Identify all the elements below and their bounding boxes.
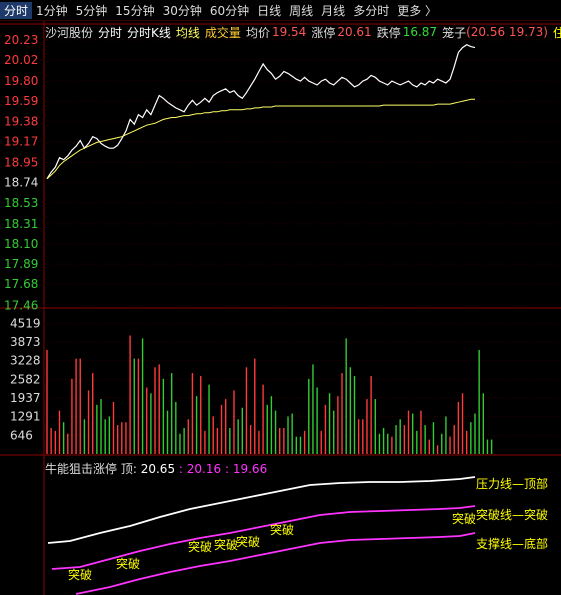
price-tick-2: 19.80: [4, 74, 38, 88]
tab-7[interactable]: 周线: [289, 3, 314, 18]
volume-tick-2: 3228: [10, 354, 41, 368]
price-tick-4: 19.38: [4, 114, 38, 128]
indicator-mid-value: 20.16: [186, 462, 222, 476]
volume-tick-0: 4519: [10, 316, 41, 330]
tab-10[interactable]: 更多 〉: [397, 3, 438, 18]
avg-price-label: 均价: [245, 25, 270, 40]
price-tick-13: 17.46: [4, 298, 38, 312]
breakout-marker-0: 突破: [68, 567, 92, 582]
price-tick-9: 18.31: [4, 217, 38, 231]
indicator-sep-2: :: [224, 462, 230, 476]
mode-timeshare-kline[interactable]: 分时K线: [127, 25, 171, 40]
tab-3[interactable]: 15分钟: [115, 3, 155, 18]
indicator-top-value: 20.65: [140, 462, 176, 476]
period-tabs: 分时 1分钟 5分钟 15分钟 30分钟 60分钟 日线 周线 月线 多分时 更多 〉: [0, 0, 561, 21]
breakout-line: [51, 505, 476, 570]
price-tick-10: 18.10: [4, 237, 38, 251]
cage-label: 笼子: [442, 25, 467, 40]
indicator-name[interactable]: 牛能狙击涨停: [45, 462, 118, 476]
annotation-pressure: 压力线—顶部: [476, 476, 548, 491]
breakout-marker-4: 突破: [236, 534, 260, 549]
limit-down-label: 跌停: [376, 25, 401, 40]
stock-name: 沙河股份: [45, 25, 94, 40]
avg-line-toggle[interactable]: 均线: [175, 25, 200, 40]
sector-tag[interactable]: 住宅开: [552, 25, 561, 40]
annotation-breakout-line: 突破线—突破: [476, 507, 548, 522]
breakout-marker-1: 突破: [116, 556, 140, 571]
price-tick-8: 18.53: [4, 196, 38, 210]
tab-1[interactable]: 1分钟: [36, 3, 68, 18]
tab-5[interactable]: 60分钟: [209, 3, 250, 18]
annotation-support: 支撑线—底部: [476, 536, 548, 551]
price-tick-7: 18.74: [4, 176, 38, 190]
tab-0[interactable]: 分时: [0, 1, 33, 19]
volume-tick-4: 1937: [10, 391, 41, 405]
intraday-chart: 20.23 20.02 19.80 19.59 19.38 19.17 18.95 18.74…: [0, 21, 561, 595]
volume-toggle[interactable]: 成交量: [204, 25, 241, 40]
breakout-marker-5: 突破: [270, 522, 294, 537]
tab-6[interactable]: 日线: [257, 3, 282, 18]
tab-8[interactable]: 月线: [321, 3, 346, 18]
volume-tick-6: 646: [10, 428, 33, 442]
volume-tick-1: 3873: [10, 335, 41, 349]
quote-info-bar: 沙河股份 分时 分时K线 均线 成交量 均价 19.54 涨停 20.61 跌停…: [45, 23, 561, 41]
price-line: [46, 44, 476, 180]
indicator-sep-1: :: [178, 462, 183, 476]
limit-up-label: 涨停: [311, 25, 336, 40]
tab-9[interactable]: 多分时: [353, 3, 390, 18]
tab-4[interactable]: 30分钟: [162, 3, 202, 18]
price-tick-11: 17.89: [4, 257, 38, 271]
avg-price-line: [46, 98, 475, 180]
breakout-marker-6: 突破: [452, 511, 476, 526]
pressure-line: [47, 476, 476, 544]
limit-up-value: 20.61: [337, 25, 372, 39]
volume-tick-3: 2582: [10, 372, 41, 386]
indicator-top-label: 顶:: [120, 462, 137, 476]
breakout-marker-2: 突破: [188, 539, 212, 554]
limit-down-value: 16.87: [402, 25, 438, 39]
price-tick-1: 20.02: [4, 53, 38, 67]
price-tick-0: 20.23: [4, 33, 38, 47]
support-line: [75, 532, 476, 595]
indicator-bot-value: 19.66: [232, 462, 268, 476]
price-tick-5: 19.17: [4, 134, 38, 148]
cage-value: (20.56 19.73): [466, 25, 548, 39]
volume-tick-5: 1291: [10, 410, 41, 424]
breakout-marker-3: 突破: [214, 537, 238, 552]
avg-price-value: 19.54: [271, 25, 307, 39]
indicator-header: 牛能狙击涨停 顶: 20.65 : 20.16 : 19.66: [45, 460, 267, 477]
price-tick-6: 18.95: [4, 156, 38, 170]
tab-2[interactable]: 5分钟: [75, 3, 108, 18]
price-tick-12: 17.68: [4, 277, 38, 291]
mode-timeshare[interactable]: 分时: [98, 25, 123, 40]
price-tick-3: 19.59: [4, 94, 38, 108]
